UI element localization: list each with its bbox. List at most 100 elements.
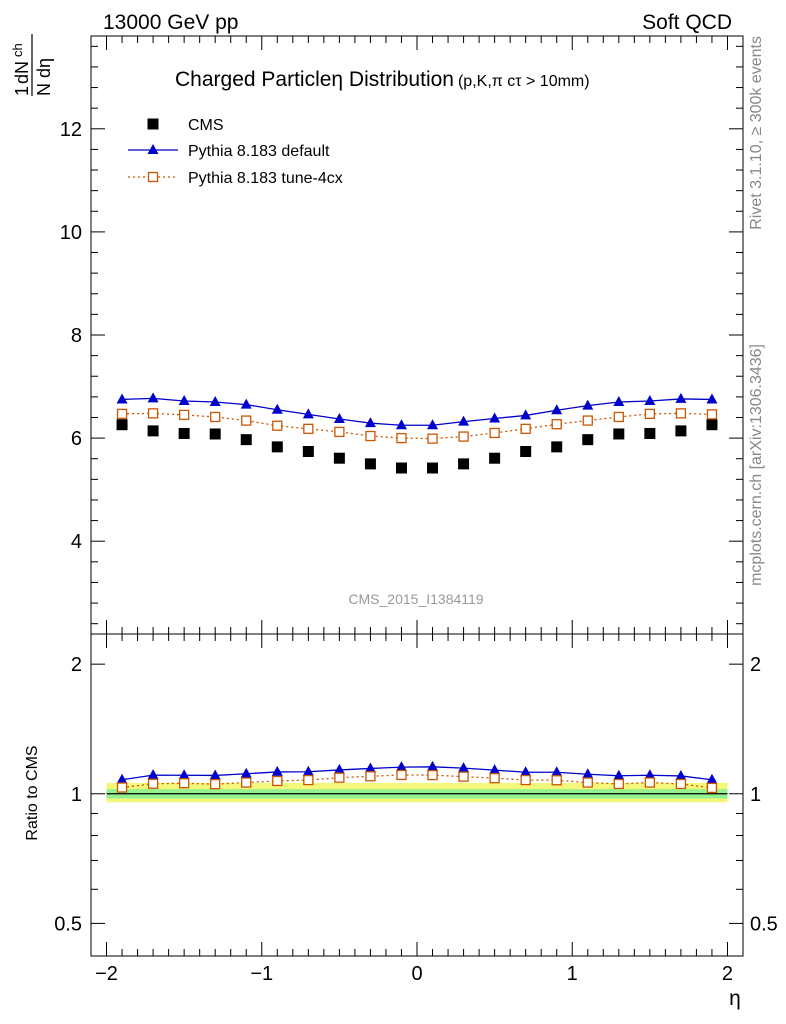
x-axis-title: η — [729, 987, 741, 1010]
main-data-point — [302, 408, 314, 419]
main-data-point — [178, 427, 190, 439]
main-data-point — [271, 441, 283, 453]
main-data-point — [209, 428, 221, 440]
ratio-data-point — [644, 769, 656, 780]
ratio-data-point — [458, 771, 469, 782]
plot-title: Charged Particleη Distribution (p,K,π cτ … — [175, 68, 590, 91]
ratio-data-point — [613, 769, 625, 780]
ratio-data-point — [271, 765, 283, 776]
main-data-point — [520, 409, 532, 420]
legend: CMS Pythia 8.183 default Pythia 8.183 tune… — [128, 117, 343, 187]
main-data-point — [365, 430, 376, 442]
main-data-point — [333, 452, 345, 464]
main-data-point — [644, 394, 656, 405]
main-data-point — [116, 408, 128, 420]
ratio-data-point — [613, 778, 624, 790]
main-data-point — [427, 462, 439, 474]
ratio-y-tick-label-right: 0.5 — [750, 913, 778, 935]
ratio-data-point — [147, 778, 159, 789]
main-data-point — [427, 433, 438, 444]
ratio-data-point — [427, 760, 439, 771]
main-data-point — [364, 458, 376, 470]
main-data-point — [458, 431, 469, 442]
main-y-axis-title: 1 dN ch N dη — [10, 34, 54, 96]
y-title-sub: ch — [10, 43, 25, 57]
ratio-y-tick-label-left: 2 — [71, 654, 82, 676]
main-data-point — [116, 419, 128, 431]
main-y-tick-label: 6 — [71, 428, 82, 450]
x-tick-label: 2 — [722, 963, 733, 985]
main-data-point — [706, 419, 718, 431]
main-data-point — [520, 446, 532, 458]
main-data-point — [551, 441, 563, 453]
ratio-y-tick-label-left: 1 — [71, 784, 82, 806]
plot-title-main: Charged Particleη Distribution — [175, 68, 454, 91]
ratio-data-point — [116, 773, 128, 784]
main-y-tick-label: 8 — [71, 325, 82, 347]
ratio-data-point — [396, 769, 407, 781]
ratio-series-line — [121, 766, 713, 781]
main-data-point — [582, 415, 593, 426]
ratio-data-point — [489, 773, 500, 784]
main-data-point — [303, 423, 314, 434]
x-tick-label: 0 — [411, 963, 422, 985]
main-data-point — [489, 427, 500, 439]
ratio-data-point — [241, 777, 252, 788]
ratio-data-point — [240, 767, 252, 778]
ratio-data-point — [178, 778, 190, 789]
ratio-data-point — [364, 762, 376, 773]
main-data-point — [520, 423, 531, 434]
ratio-data-point — [675, 769, 687, 780]
main-data-point — [241, 415, 252, 426]
ratio-data-point — [489, 764, 501, 775]
main-data-point — [147, 392, 159, 403]
ratio-data-point — [302, 765, 314, 776]
ratio-data-point — [395, 761, 407, 772]
ratio-data-point — [644, 777, 656, 788]
legend-marker — [147, 144, 159, 154]
main-data-point — [427, 419, 439, 430]
ratio-data-point — [209, 769, 221, 780]
main-data-point — [209, 396, 221, 407]
main-panel: 4 6 8 10 12 Charged Particleη Distribution (p… — [10, 34, 744, 635]
main-data-point — [147, 425, 159, 437]
main-y-tick-label: 4 — [71, 531, 82, 553]
ratio-y-tick-label-right: 1 — [750, 784, 761, 806]
ratio-data-point — [706, 782, 718, 794]
main-data-point — [116, 393, 128, 404]
main-data-point — [334, 426, 345, 438]
y-title-dn: dN — [12, 61, 32, 84]
main-data-point — [582, 399, 594, 410]
main-data-point — [706, 393, 718, 404]
x-tick-label: 1 — [567, 963, 578, 985]
ratio-data-point — [520, 766, 532, 777]
ratio-y-tick-label-left: 0.5 — [54, 913, 82, 935]
mcplots-label: mcplots.cern.ch [arXiv:1306.3436] — [748, 344, 765, 586]
ratio-data-point — [427, 769, 438, 781]
ratio-data-point — [675, 778, 687, 790]
ratio-data-point — [178, 769, 190, 780]
ratio-data-point — [147, 769, 159, 780]
ratio-data-point — [333, 763, 345, 774]
ratio-data-point — [458, 762, 470, 773]
main-data-point — [458, 458, 470, 470]
legend-marker — [147, 171, 159, 183]
main-data-point — [147, 408, 159, 419]
ratio-panel: 0.5 0.5 1 1 2 2 −2 −1 0 1 2 Ratio to CMS η — [24, 633, 778, 1010]
main-data-point — [551, 419, 562, 430]
x-tick-label: −1 — [250, 963, 273, 985]
main-data-point — [364, 417, 376, 428]
watermark: CMS_2015_I1384119 — [348, 591, 483, 607]
main-data-point — [489, 412, 501, 423]
main-data-point — [178, 409, 190, 421]
main-series-line — [122, 397, 712, 426]
main-data-point — [240, 398, 252, 409]
ratio-data-point — [303, 774, 314, 786]
main-data-point — [178, 394, 190, 405]
header-category: Soft QCD — [642, 11, 732, 34]
ratio-series-line — [121, 774, 713, 789]
main-data-point — [272, 420, 283, 431]
main-y-tick-label: 10 — [60, 222, 82, 244]
main-data-point — [489, 452, 501, 464]
